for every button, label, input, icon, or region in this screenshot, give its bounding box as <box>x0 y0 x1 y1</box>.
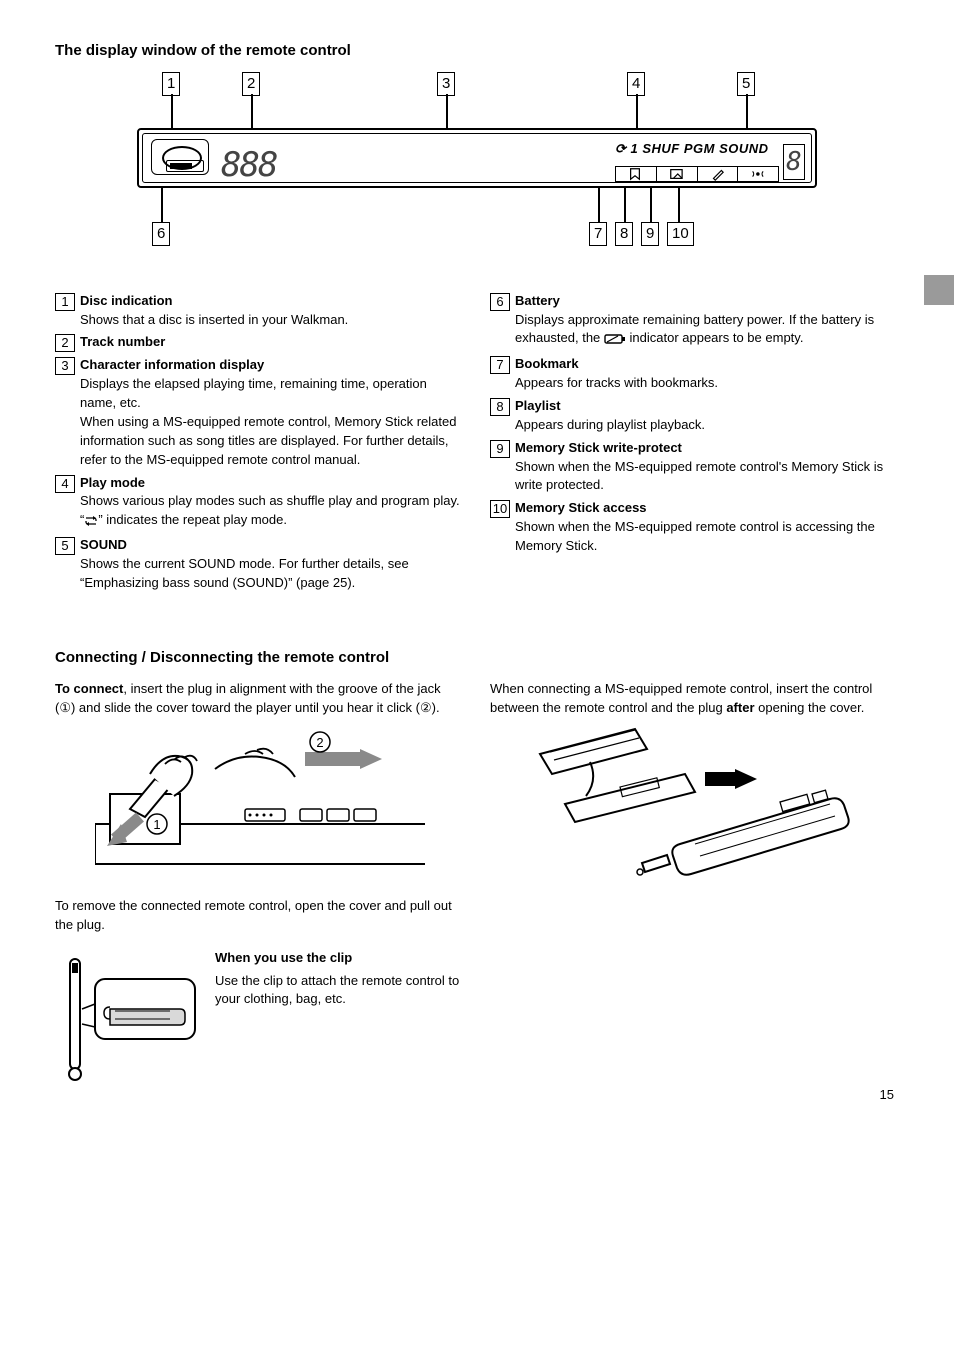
legend-number: 9 <box>490 440 510 458</box>
callout-7: 7 <box>589 222 607 246</box>
legend-number: 5 <box>55 537 75 555</box>
callout-3: 3 <box>437 72 455 96</box>
callout-1: 1 <box>162 72 180 96</box>
callout-6: 6 <box>152 222 170 246</box>
legend-number: 4 <box>55 475 75 493</box>
ms-connect-figure <box>530 724 860 884</box>
legend-desc: Track number <box>80 333 460 352</box>
legend-desc: BatteryDisplays approximate remaining ba… <box>515 292 895 352</box>
legend-desc: Character information displayDisplays th… <box>80 356 460 469</box>
connect-figure: 2 1 <box>95 724 425 884</box>
legend-number: 6 <box>490 293 510 311</box>
legend-desc: BookmarkAppears for tracks with bookmark… <box>515 355 895 393</box>
clip-text: Use the clip to attach the remote contro… <box>215 972 460 1010</box>
legend-number: 1 <box>55 293 75 311</box>
svg-text:2: 2 <box>316 735 323 750</box>
battery-indicator-area <box>166 160 204 172</box>
status-icons-row <box>615 166 779 182</box>
legend-number: 3 <box>55 357 75 375</box>
legend-item: 7 BookmarkAppears for tracks with bookmar… <box>490 355 895 393</box>
section-title: The display window of the remote control <box>55 40 899 62</box>
callout-9: 9 <box>641 222 659 246</box>
clip-title: When you use the clip <box>215 950 352 965</box>
write-protect-icon <box>698 167 739 181</box>
legend-number: 10 <box>490 500 510 518</box>
playlist-icon <box>657 167 698 181</box>
track-number-display: 888 <box>221 141 311 183</box>
callout-8: 8 <box>615 222 633 246</box>
legend-number: 8 <box>490 398 510 416</box>
legend-item: 8 PlaylistAppears during playlist playbac… <box>490 397 895 435</box>
legend-item: 2 Track number <box>55 333 460 352</box>
side-tab <box>924 275 954 305</box>
legend-number: 7 <box>490 356 510 374</box>
legend-desc: Memory Stick accessShown when the MS-equ… <box>515 499 895 556</box>
legend-item: 4 Play modeShows various play modes such … <box>55 474 460 533</box>
sound-mode-digit: 8 <box>783 144 805 180</box>
clip-figure <box>55 949 205 1089</box>
callout-4: 4 <box>627 72 645 96</box>
legend-desc: Disc indicationShows that a disc is inse… <box>80 292 460 330</box>
remote-title: Connecting / Disconnecting the remote co… <box>55 647 899 669</box>
legend-columns: 1 Disc indicationShows that a disc is ins… <box>55 292 899 597</box>
legend-item: 3 Character information displayDisplays t… <box>55 356 460 469</box>
ms-access-icon <box>738 167 778 181</box>
legend-item: 9 Memory Stick write-protectShown when th… <box>490 439 895 496</box>
legend-item: 1 Disc indicationShows that a disc is ins… <box>55 292 460 330</box>
page-number: 15 <box>880 1086 894 1105</box>
ms-connect-text: When connecting a MS-equipped remote con… <box>490 680 895 718</box>
connect-text: To connect, insert the plug in alignment… <box>55 680 460 718</box>
svg-text:1: 1 <box>153 817 160 832</box>
callout-2: 2 <box>242 72 260 96</box>
legend-desc: Play modeShows various play modes such a… <box>80 474 460 533</box>
display-diagram: 1 2 3 4 5 888 ⟳ 1 SHUF PGM SOUND 8 <box>97 72 857 272</box>
legend-desc: Memory Stick write-protectShown when the… <box>515 439 895 496</box>
legend-desc: SOUNDShows the current SOUND mode. For f… <box>80 536 460 593</box>
disconnect-text: To remove the connected remote control, … <box>55 897 460 935</box>
callout-10: 10 <box>667 222 694 246</box>
legend-desc: PlaylistAppears during playlist playback… <box>515 397 895 435</box>
callout-5: 5 <box>737 72 755 96</box>
bookmark-icon <box>616 167 657 181</box>
legend-item: 5 SOUNDShows the current SOUND mode. For … <box>55 536 460 593</box>
legend-number: 2 <box>55 334 75 352</box>
legend-item: 10 Memory Stick accessShown when the MS-e… <box>490 499 895 556</box>
playmode-labels: ⟳ 1 SHUF PGM SOUND <box>615 140 805 159</box>
legend-item: 6 BatteryDisplays approximate remaining b… <box>490 292 895 352</box>
disc-indicator-area <box>151 139 209 175</box>
